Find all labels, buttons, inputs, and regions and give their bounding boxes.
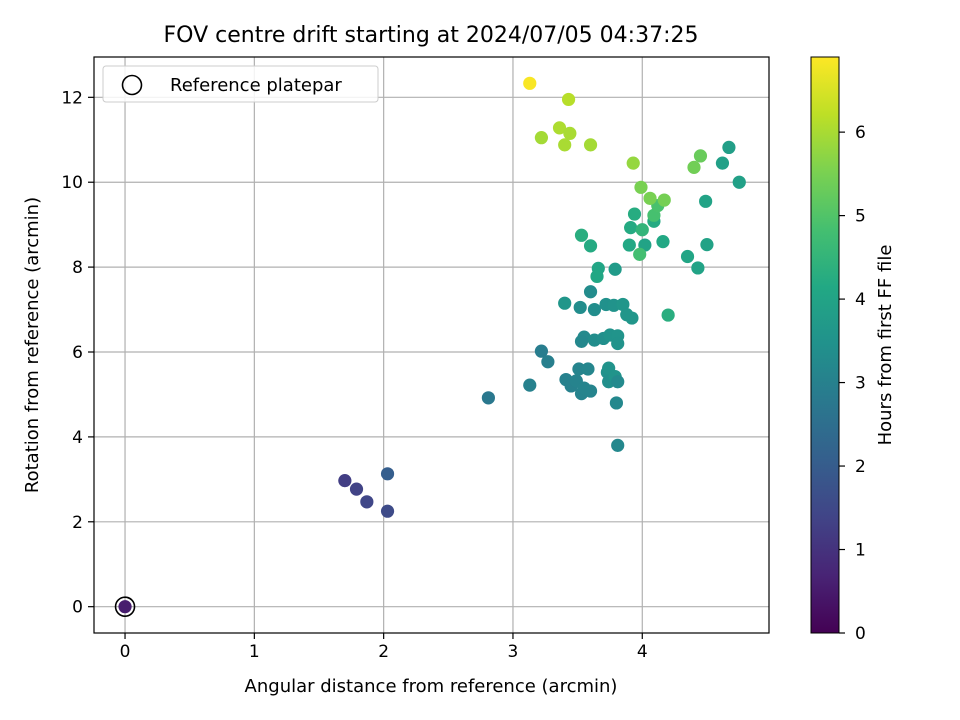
grid-lines [94, 57, 769, 633]
x-tick-label: 0 [120, 642, 131, 662]
x-axis-label: Angular distance from reference (arcmin) [245, 676, 618, 697]
legend-box [102, 65, 379, 103]
y-tick-label: 2 [72, 513, 83, 533]
scatter-point [573, 300, 587, 315]
scatter-point [558, 296, 572, 310]
scatter-point [349, 482, 364, 496]
y-axis-ticks: 0 2 4 6 8 10 12 [61, 88, 94, 618]
y-tick-label: 8 [72, 258, 83, 278]
scatter-point [558, 138, 572, 152]
scatter-point [687, 160, 701, 174]
colorbar: 0 1 2 3 4 5 6 Hours from first FF file [810, 56, 896, 644]
scatter-point [563, 126, 577, 141]
scatter-point [608, 262, 622, 276]
scatter-point [534, 344, 549, 358]
scatter-point [583, 138, 598, 152]
scatter-point [561, 92, 576, 107]
scatter-point [643, 191, 657, 205]
x-tick-label: 2 [378, 642, 389, 662]
scatter-point [693, 149, 708, 163]
x-tick-label: 3 [508, 642, 519, 662]
y-tick-label: 4 [72, 428, 83, 448]
scatter-point [552, 121, 567, 135]
scatter-point [634, 180, 648, 194]
scatter-point [574, 334, 589, 348]
x-tick-label: 4 [637, 642, 648, 662]
scatter-point [627, 207, 642, 221]
scatter-point [624, 221, 638, 235]
reference-marker [114, 596, 136, 617]
scatter-point [680, 249, 695, 264]
scatter-point [611, 375, 625, 389]
scatter-point [622, 238, 636, 252]
scatter-point [534, 131, 549, 145]
scatter-point [625, 311, 639, 325]
y-tick-label: 0 [72, 598, 83, 618]
scatter-point [715, 156, 730, 170]
colorbar-ticks: 0 1 2 3 4 5 6 [839, 123, 866, 644]
scatter-point [611, 336, 625, 351]
colorbar-label: Hours from first FF file [875, 245, 896, 446]
scatter-point [338, 474, 352, 488]
scatter-point [590, 269, 604, 284]
scatter-point [656, 235, 670, 249]
scatter-point [583, 384, 598, 398]
scatter-point [583, 285, 598, 299]
y-tick-label: 10 [61, 173, 83, 193]
scatter-point [380, 467, 395, 481]
scatter-point [609, 396, 624, 410]
scatter-point [635, 223, 649, 237]
scatter-point [732, 175, 746, 189]
scatter-point [611, 438, 625, 452]
y-axis-label: Rotation from reference (arcmin) [22, 197, 43, 493]
scatter-point [574, 228, 589, 242]
legend: Reference platepar [102, 65, 379, 103]
chart-title: FOV centre drift starting at 2024/07/05 … [164, 23, 699, 48]
scatter-point [722, 140, 736, 155]
colorbar-tick-label: 1 [855, 541, 866, 561]
scatter-point [633, 247, 647, 261]
scatter-point [541, 355, 555, 369]
scatter-point [523, 76, 537, 90]
y-tick-label: 6 [72, 343, 83, 363]
scatter-point [572, 362, 586, 376]
data-points [114, 76, 746, 617]
scatter-point [360, 495, 374, 509]
scatter-point [380, 504, 395, 518]
scatter-point [616, 297, 630, 312]
colorbar-tick-label: 5 [855, 207, 866, 227]
scatter-point [661, 308, 675, 322]
scatter-point [587, 302, 602, 317]
scatter-point [657, 193, 671, 207]
x-tick-label: 1 [249, 642, 260, 662]
scatter-point [581, 362, 595, 376]
scatter-point [700, 238, 714, 252]
legend-marker-open-circle [121, 74, 143, 96]
colorbar-tick-label: 2 [855, 457, 866, 477]
colorbar-tick-label: 4 [855, 290, 866, 310]
legend-label: Reference platepar [170, 75, 342, 96]
scatter-point [691, 261, 705, 275]
colorbar-gradient [810, 56, 840, 634]
colorbar-tick-label: 6 [855, 123, 866, 143]
scatter-point [699, 194, 713, 208]
x-axis-ticks: 0 1 2 3 4 [120, 633, 648, 662]
y-tick-label: 12 [61, 88, 83, 108]
plot-area-frame [93, 56, 770, 634]
scatter-point [118, 600, 132, 614]
scatter-point [626, 156, 640, 170]
scatter-point [583, 239, 598, 253]
colorbar-tick-label: 0 [855, 624, 866, 644]
colorbar-tick-label: 3 [855, 374, 866, 394]
scatter-point [523, 378, 537, 392]
scatter-point [481, 391, 495, 405]
